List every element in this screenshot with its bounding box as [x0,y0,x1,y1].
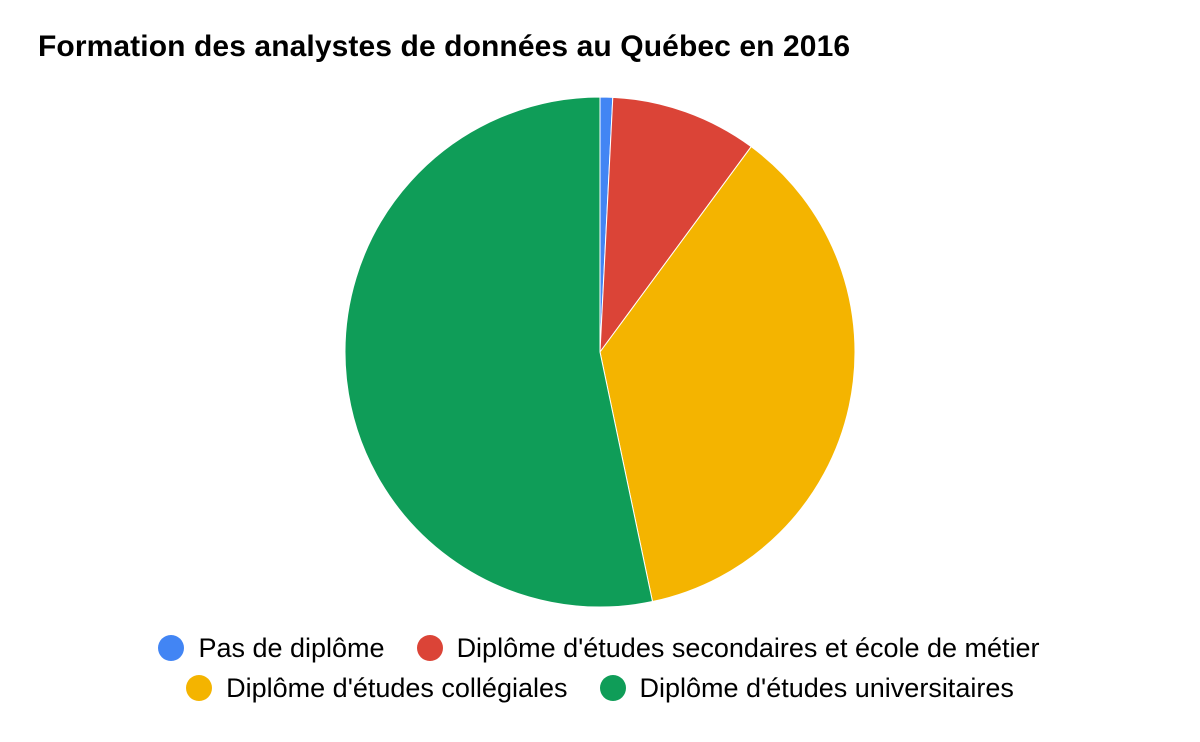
legend-item-collegiales[interactable]: Diplôme d'études collégiales [186,672,568,704]
legend-item-pas-de-diplome[interactable]: Pas de diplôme [158,632,385,664]
pie-slice-diplome-d-etudes-collegiales[interactable] [599,145,856,603]
pie-slice-diplome-d-etudes-universitaires[interactable] [344,96,654,608]
legend-label: Diplôme d'études universitaires [639,672,1014,703]
legend-label: Diplôme d'études secondaires et école de… [456,632,1040,663]
legend-swatch-icon [599,675,626,701]
legend-swatch-icon [416,635,443,661]
legend-row-1: Pas de diplôme Diplôme d'études secondai… [0,628,1199,668]
pie-slice-diplome-d-etudes-secondaires-et-ecole-de-metier[interactable] [599,96,752,354]
legend-label: Diplôme d'études collégiales [226,672,568,703]
legend-item-secondaires[interactable]: Diplôme d'études secondaires et école de… [416,632,1040,664]
legend: Pas de diplôme Diplôme d'études secondai… [0,628,1200,708]
legend-item-universitaires[interactable]: Diplôme d'études universitaires [599,672,1014,704]
legend-swatch-icon [158,635,185,661]
legend-row-2: Diplôme d'études collégiales Diplôme d'é… [0,668,1200,708]
legend-swatch-icon [186,675,213,701]
chart-title: Formation des analystes de données au Qu… [38,30,851,63]
legend-label: Pas de diplôme [198,632,385,663]
